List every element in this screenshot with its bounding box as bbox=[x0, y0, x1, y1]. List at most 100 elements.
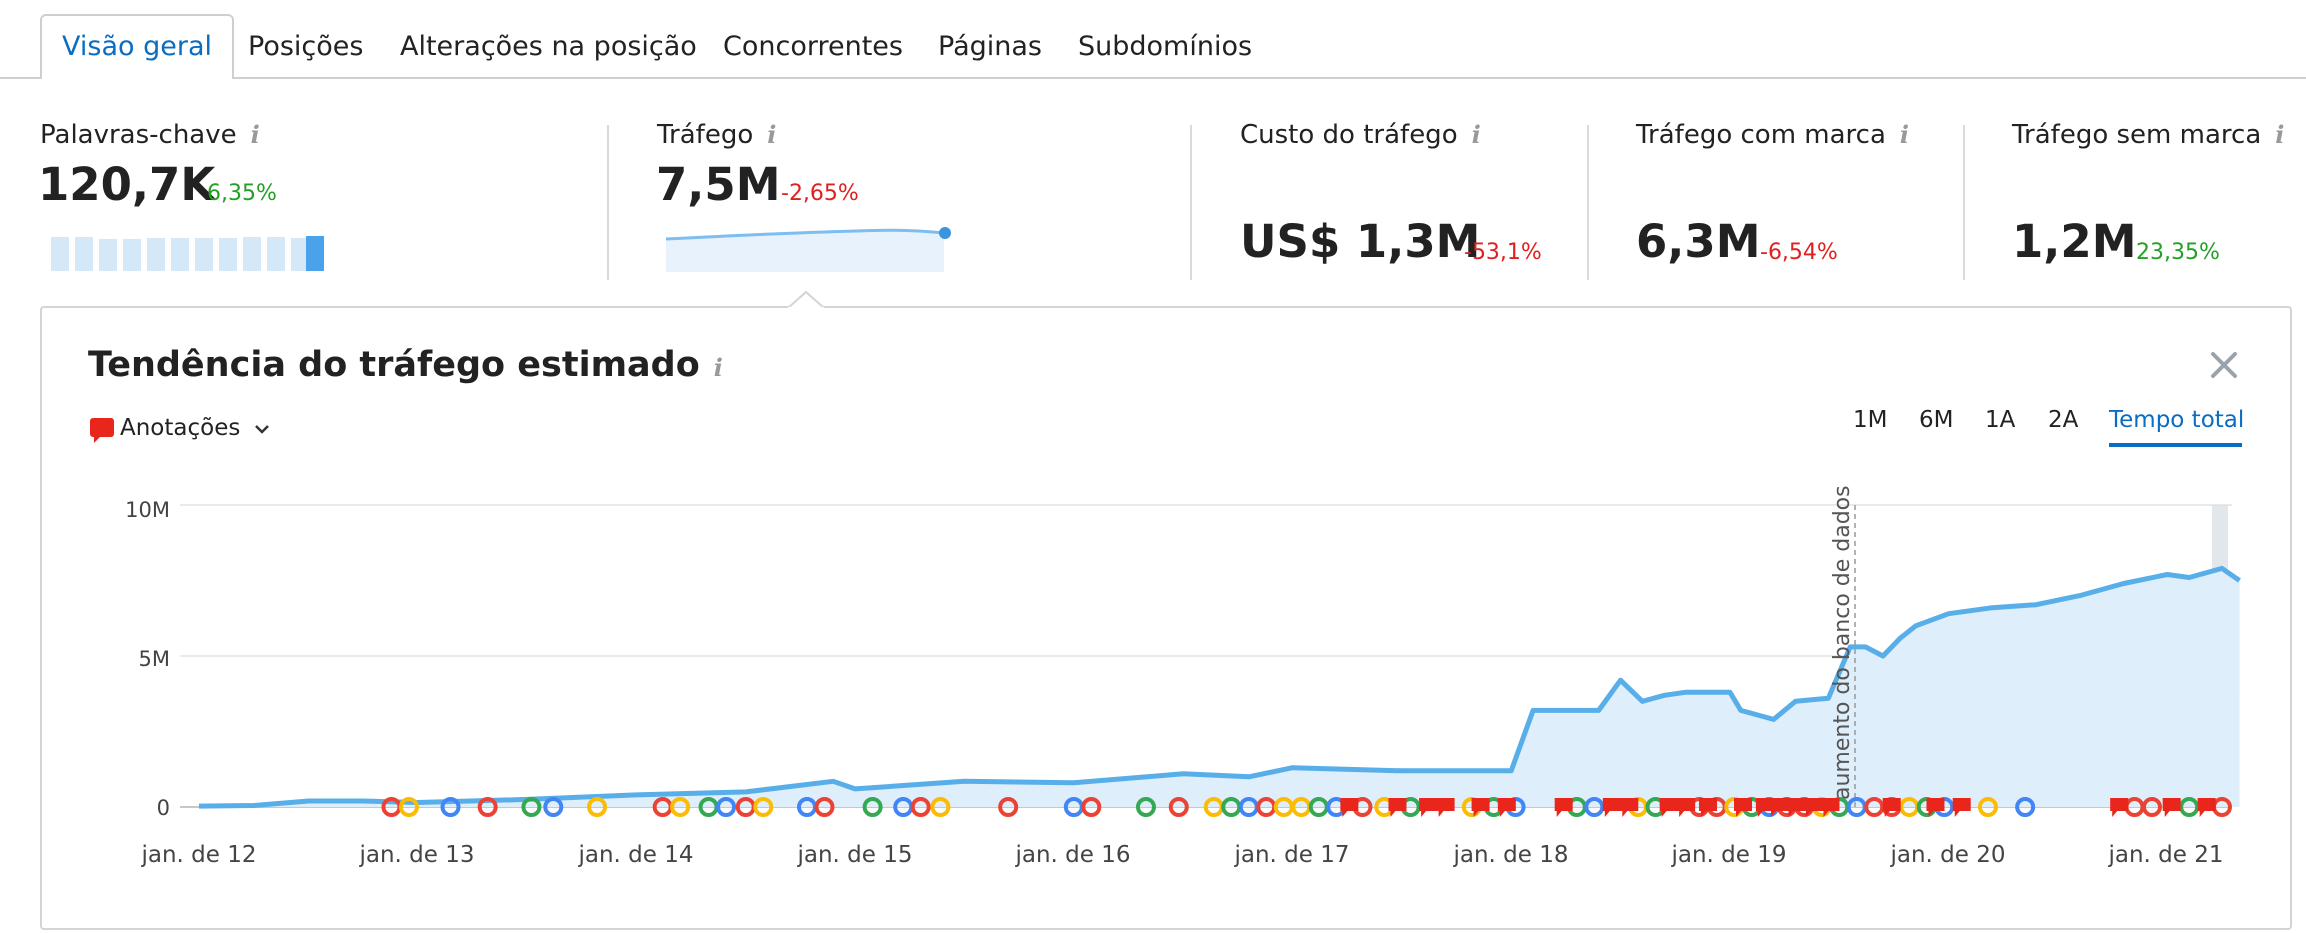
y-tick-label: 10M bbox=[125, 498, 170, 522]
annotation-flag-icon[interactable] bbox=[1436, 798, 1455, 817]
branded-traffic-value[interactable]: 6,3M bbox=[1636, 215, 1761, 268]
keywords-delta: 6,35% bbox=[207, 181, 277, 206]
annotation-flag-icon[interactable] bbox=[2110, 798, 2129, 817]
annotation-flag-icon[interactable] bbox=[1769, 798, 1788, 817]
annotation-flag-icon[interactable] bbox=[1926, 798, 1945, 817]
panel-pointer bbox=[788, 290, 824, 310]
annotation-flag-icon[interactable] bbox=[1734, 798, 1753, 817]
range-2a-button[interactable]: 2A bbox=[2048, 407, 2079, 433]
google-update-icon[interactable] bbox=[753, 797, 774, 817]
google-update-icon[interactable] bbox=[862, 797, 883, 817]
annotation-flag-icon[interactable] bbox=[1471, 798, 1490, 817]
branded-traffic-label: Tráfego com marca i bbox=[1636, 120, 1910, 150]
branded-traffic-delta: -6,54% bbox=[1760, 240, 1838, 265]
metric-separator bbox=[1190, 125, 1192, 280]
x-tick-label: jan. de 16 bbox=[1015, 842, 1131, 868]
info-icon[interactable]: i bbox=[767, 120, 777, 149]
x-tick-label: jan. de 20 bbox=[1890, 842, 2006, 868]
tab-bar: Visão geral Posições Alterações na posiç… bbox=[0, 0, 2306, 81]
traffic-line bbox=[198, 565, 2241, 809]
traffic-label: Tráfego i bbox=[657, 120, 777, 150]
annotation-flag-icon[interactable] bbox=[1699, 798, 1718, 817]
annotation-flag-icon[interactable] bbox=[1388, 798, 1407, 817]
y-tick-label: 5M bbox=[138, 647, 170, 671]
tab-overview[interactable]: Visão geral bbox=[40, 14, 234, 81]
x-tick-label: jan. de 17 bbox=[1234, 842, 1350, 868]
traffic-area bbox=[199, 568, 2240, 807]
annotation-flag-icon[interactable] bbox=[1554, 798, 1573, 817]
tab-competitors[interactable]: Concorrentes bbox=[723, 31, 903, 62]
range-6m-button[interactable]: 6M bbox=[1919, 407, 1954, 433]
metric-separator bbox=[1963, 125, 1965, 280]
google-update-icon[interactable] bbox=[440, 797, 461, 817]
nonbranded-traffic-label: Tráfego sem marca i bbox=[2012, 120, 2285, 150]
annotations-dropdown[interactable]: Anotações bbox=[120, 415, 270, 441]
google-update-icon[interactable] bbox=[2179, 797, 2200, 817]
google-update-icon[interactable] bbox=[587, 797, 608, 817]
google-update-icon[interactable] bbox=[543, 797, 564, 817]
x-tick-label: jan. de 18 bbox=[1453, 842, 1569, 868]
active-range-underline bbox=[2109, 443, 2242, 447]
info-icon[interactable]: i bbox=[1899, 120, 1910, 149]
traffic-chart: aumento do banco de dados bbox=[180, 485, 2241, 817]
google-update-icon[interactable] bbox=[910, 797, 931, 817]
range-1m-button[interactable]: 1M bbox=[1853, 407, 1888, 433]
traffic-value[interactable]: 7,5M bbox=[656, 158, 781, 211]
chevron-down-icon bbox=[254, 425, 269, 434]
x-tick-label: jan. de 21 bbox=[2108, 842, 2224, 868]
range-all-time-button[interactable]: Tempo total bbox=[2109, 407, 2245, 433]
info-icon[interactable]: i bbox=[2275, 120, 2285, 149]
google-update-icon[interactable] bbox=[1584, 797, 1605, 817]
google-update-icon[interactable] bbox=[930, 797, 951, 817]
annotation-flag-icon[interactable] bbox=[1602, 798, 1621, 817]
annotation-flag-icon[interactable] bbox=[1952, 798, 1971, 817]
keywords-label: Palavras-chave i bbox=[40, 120, 260, 150]
database-increase-label: aumento do banco de dados bbox=[1830, 485, 1855, 800]
annotation-flag-icon[interactable] bbox=[2162, 798, 2181, 817]
traffic-cost-delta: -53,1% bbox=[1464, 240, 1542, 265]
google-update-icon[interactable] bbox=[1081, 797, 1102, 817]
google-update-icon[interactable] bbox=[2141, 797, 2162, 817]
nonbranded-traffic-value[interactable]: 1,2M bbox=[2012, 215, 2137, 268]
google-update-icon[interactable] bbox=[477, 797, 498, 817]
google-update-icon[interactable] bbox=[1977, 797, 1998, 817]
x-tick-label: jan. de 14 bbox=[578, 842, 694, 868]
close-icon[interactable] bbox=[2210, 351, 2238, 379]
info-icon[interactable]: i bbox=[250, 120, 260, 149]
tab-pages[interactable]: Páginas bbox=[938, 31, 1042, 62]
traffic-cost-value[interactable]: US$ 1,3M bbox=[1240, 215, 1481, 268]
annotation-flag-icon[interactable] bbox=[1786, 798, 1805, 817]
google-update-icon[interactable] bbox=[1135, 797, 1156, 817]
google-update-icon[interactable] bbox=[670, 797, 691, 817]
tab-positions[interactable]: Posições bbox=[248, 31, 364, 62]
annotation-flag-icon[interactable] bbox=[1677, 798, 1696, 817]
google-update-icon[interactable] bbox=[2015, 797, 2036, 817]
google-update-icon[interactable] bbox=[814, 797, 835, 817]
google-update-icon[interactable] bbox=[1168, 797, 1189, 817]
annotation-flag-icon[interactable] bbox=[1497, 798, 1516, 817]
google-update-icon[interactable] bbox=[998, 797, 1019, 817]
info-icon[interactable]: i bbox=[1471, 120, 1481, 149]
range-1a-button[interactable]: 1A bbox=[1985, 407, 2016, 433]
annotation-flag-icon[interactable] bbox=[1340, 798, 1359, 817]
traffic-cost-label: Custo do tráfego i bbox=[1240, 120, 1481, 150]
google-update-icon[interactable] bbox=[521, 797, 542, 817]
tab-position-changes[interactable]: Alterações na posição bbox=[400, 31, 697, 62]
annotation-flag-icon[interactable] bbox=[1804, 798, 1823, 817]
annotation-flag-icon[interactable] bbox=[1419, 798, 1438, 817]
annotation-flag-icon[interactable] bbox=[1659, 798, 1678, 817]
google-update-icon[interactable] bbox=[716, 797, 737, 817]
traffic-trend-panel bbox=[40, 306, 2292, 930]
info-icon[interactable]: i bbox=[713, 353, 723, 382]
annotation-flag-icon[interactable] bbox=[2197, 798, 2216, 817]
tab-subdomains[interactable]: Subdomínios bbox=[1078, 31, 1253, 62]
annotation-flag-icon[interactable] bbox=[1882, 798, 1901, 817]
keywords-value[interactable]: 120,7K bbox=[38, 158, 216, 211]
y-tick-label: 0 bbox=[156, 796, 170, 820]
annotation-flag-icon[interactable] bbox=[1821, 798, 1840, 817]
x-tick-label: jan. de 13 bbox=[359, 842, 475, 868]
x-tick-label: jan. de 19 bbox=[1671, 842, 1787, 868]
google-update-icon[interactable] bbox=[398, 797, 419, 817]
annotation-flag-icon[interactable] bbox=[1620, 798, 1639, 817]
event-markers bbox=[381, 797, 2232, 817]
